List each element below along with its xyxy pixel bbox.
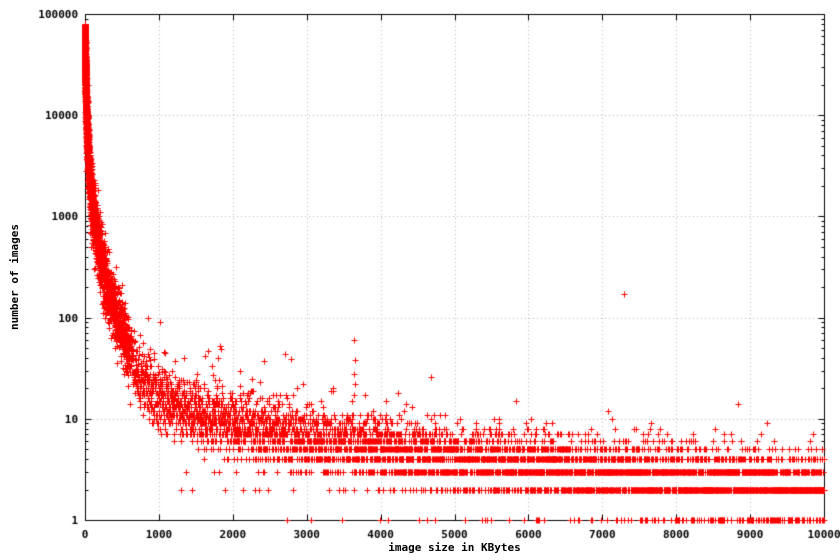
y-axis-label: number of images <box>8 224 21 330</box>
x-axis-label: image size in KBytes <box>388 541 521 554</box>
